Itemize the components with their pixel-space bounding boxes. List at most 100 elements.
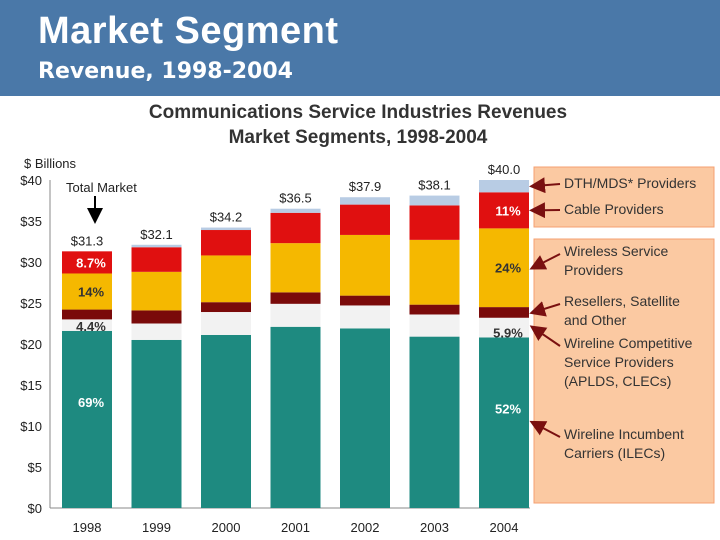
bar-segment xyxy=(201,302,251,313)
bar-total-label: $37.9 xyxy=(349,179,382,194)
slide-subtitle: Revenue, 1998-2004 xyxy=(38,59,293,84)
bar-segment xyxy=(131,339,182,508)
y-tick-label: $30 xyxy=(20,255,42,270)
segment-percent-label: 24% xyxy=(495,261,521,276)
bar-segment xyxy=(409,195,460,206)
legend-label: Providers xyxy=(564,262,623,278)
y-tick-label: $0 xyxy=(28,501,42,516)
bar-segment xyxy=(409,239,460,305)
bar-segment xyxy=(479,307,529,318)
annotations: 69% 4.4% 14% 8.7% 52% 5.9% 24% 11% Total Market xyxy=(66,180,523,416)
chart-subtitle: Market Segments, 1998-2004 xyxy=(229,127,488,148)
bar-labels: $31.3 $32.1 $34.2 $36.5 $37.9 $38.1 $40.0 xyxy=(71,162,521,248)
bar-segment xyxy=(62,319,112,331)
legend-label: Wireline Incumbent xyxy=(564,426,684,442)
legend-arrow xyxy=(529,177,561,194)
y-tick-label: $10 xyxy=(20,419,42,434)
slide-header: Market Segment Revenue, 1998-2004 xyxy=(0,0,720,96)
legend-label: Resellers, Satellite xyxy=(564,293,680,309)
bar-segment xyxy=(131,244,182,248)
x-tick-label: 2003 xyxy=(420,520,449,535)
bar-segment xyxy=(479,317,529,338)
legend: DTH/MDS* Providers Cable Providers Wireles… xyxy=(529,175,696,461)
bar-total-label: $34.2 xyxy=(210,210,243,225)
bar-total-label: $38.1 xyxy=(418,178,451,193)
bar-segment xyxy=(340,305,390,329)
bar-segment xyxy=(131,323,182,340)
bar-segment xyxy=(201,227,251,231)
callout-box-bottom xyxy=(533,238,715,504)
bar-segment xyxy=(62,309,112,320)
legend-arrow xyxy=(529,301,561,317)
segment-percent-label: 14% xyxy=(78,285,104,300)
bar-segment xyxy=(201,230,251,256)
bar-segment xyxy=(340,204,390,235)
bar-segment xyxy=(270,243,321,293)
bar-segment xyxy=(131,271,182,311)
callout-box-top xyxy=(533,166,715,228)
bar-segment xyxy=(131,247,182,272)
bar-segment xyxy=(479,228,529,308)
legend-arrow xyxy=(529,325,561,347)
bar-segment xyxy=(409,304,460,315)
y-tick-label: $25 xyxy=(20,296,42,311)
bar-segment xyxy=(270,326,321,508)
y-tick-label: $35 xyxy=(20,214,42,229)
segment-percent-label: 5.9% xyxy=(493,325,523,340)
segment-percent-label: 52% xyxy=(495,401,521,416)
bar-segment xyxy=(340,328,390,508)
y-axis-label: $ Billions xyxy=(24,156,77,171)
x-tick-label: 2002 xyxy=(351,520,380,535)
bar-segment xyxy=(340,295,390,306)
y-axis-ticks: $0 $5 $10 $15 $20 $25 $30 $35 $40 xyxy=(20,173,42,516)
y-tick-label: $5 xyxy=(28,460,42,475)
bar-segment xyxy=(201,334,251,508)
bar-segment xyxy=(201,312,251,335)
bar-total-label: $36.5 xyxy=(279,191,312,206)
bar-segment xyxy=(62,273,112,310)
legend-arrow xyxy=(529,420,561,438)
y-tick-label: $40 xyxy=(20,173,42,188)
x-tick-label: 1998 xyxy=(73,520,102,535)
total-market-label: Total Market xyxy=(66,180,137,195)
x-tick-label: 2004 xyxy=(490,520,519,535)
bar-segment xyxy=(479,180,529,193)
bar-segment xyxy=(340,197,390,205)
bar-segment xyxy=(201,255,251,303)
bar-total-label: $40.0 xyxy=(488,162,521,177)
x-axis-ticks: 1998 1999 2000 2001 2002 2003 2004 xyxy=(73,520,519,535)
slide-title: Market Segment xyxy=(38,10,339,52)
legend-arrow xyxy=(529,253,561,270)
y-tick-label: $15 xyxy=(20,378,42,393)
x-tick-label: 1999 xyxy=(142,520,171,535)
segment-percent-label: 11% xyxy=(495,203,521,218)
bar-segment xyxy=(409,205,460,240)
bar-total-label: $31.3 xyxy=(71,233,104,248)
legend-label: Wireless Service xyxy=(564,243,668,259)
legend-label: (APLDS, CLECs) xyxy=(564,373,671,389)
bar-segment xyxy=(270,212,321,244)
bar-segment xyxy=(409,314,460,337)
bar-segment xyxy=(270,292,321,304)
bar-segment xyxy=(340,234,390,296)
chart-title: Communications Service Industries Revenu… xyxy=(149,102,567,123)
legend-label: Cable Providers xyxy=(564,201,664,217)
bar-segment xyxy=(270,208,321,213)
legend-label: DTH/MDS* Providers xyxy=(564,175,696,191)
segment-percent-label: 69% xyxy=(78,395,104,410)
bar-segment xyxy=(479,192,529,229)
bar-segment xyxy=(270,303,321,327)
revenue-chart: Communications Service Industries Revenu… xyxy=(20,102,715,535)
legend-label: and Other xyxy=(564,312,627,328)
legend-label: Wireline Competitive xyxy=(564,335,693,351)
legend-label: Service Providers xyxy=(564,354,674,370)
bar-segment xyxy=(409,336,460,508)
segment-percent-label: 8.7% xyxy=(76,255,106,270)
segment-percent-label: 4.4% xyxy=(76,319,106,334)
bar-total-label: $32.1 xyxy=(140,227,173,242)
bar-segment xyxy=(479,337,529,508)
x-tick-label: 2000 xyxy=(212,520,241,535)
legend-label: Carriers (ILECs) xyxy=(564,445,665,461)
bar-segment xyxy=(131,310,182,324)
bar-segment xyxy=(62,251,112,274)
